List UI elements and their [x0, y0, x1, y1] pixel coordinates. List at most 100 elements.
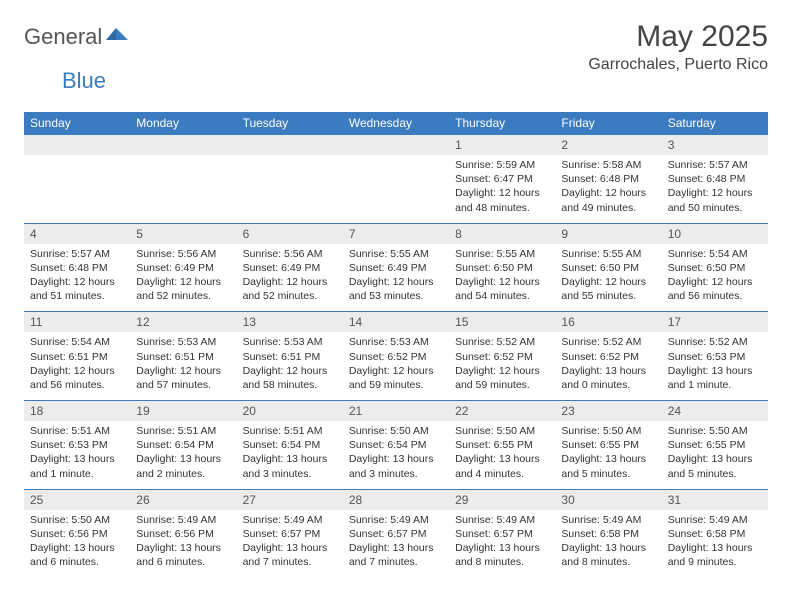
day-data: Sunrise: 5:50 AMSunset: 6:55 PMDaylight:… [555, 421, 661, 489]
day-data: Sunrise: 5:59 AMSunset: 6:47 PMDaylight:… [449, 155, 555, 223]
dow-row: SundayMondayTuesdayWednesdayThursdayFrid… [24, 112, 768, 135]
day-cell [237, 135, 343, 224]
week-row: 18Sunrise: 5:51 AMSunset: 6:53 PMDayligh… [24, 401, 768, 490]
day-cell: 12Sunrise: 5:53 AMSunset: 6:51 PMDayligh… [130, 312, 236, 401]
brand-icon [106, 26, 128, 49]
day-data: Sunrise: 5:53 AMSunset: 6:51 PMDaylight:… [130, 332, 236, 400]
day-number: 8 [449, 224, 555, 244]
day-data: Sunrise: 5:49 AMSunset: 6:57 PMDaylight:… [237, 510, 343, 578]
day-number: 30 [555, 490, 661, 510]
day-cell: 26Sunrise: 5:49 AMSunset: 6:56 PMDayligh… [130, 489, 236, 577]
day-number: 31 [662, 490, 768, 510]
day-cell: 8Sunrise: 5:55 AMSunset: 6:50 PMDaylight… [449, 223, 555, 312]
day-number: 7 [343, 224, 449, 244]
day-data: Sunrise: 5:55 AMSunset: 6:50 PMDaylight:… [555, 244, 661, 312]
day-cell: 31Sunrise: 5:49 AMSunset: 6:58 PMDayligh… [662, 489, 768, 577]
day-data: Sunrise: 5:54 AMSunset: 6:51 PMDaylight:… [24, 332, 130, 400]
day-number: 20 [237, 401, 343, 421]
day-data: Sunrise: 5:54 AMSunset: 6:50 PMDaylight:… [662, 244, 768, 312]
dow-header: Tuesday [237, 112, 343, 135]
day-cell: 23Sunrise: 5:50 AMSunset: 6:55 PMDayligh… [555, 401, 661, 490]
day-data: Sunrise: 5:57 AMSunset: 6:48 PMDaylight:… [24, 244, 130, 312]
day-number: 3 [662, 135, 768, 155]
day-cell: 3Sunrise: 5:57 AMSunset: 6:48 PMDaylight… [662, 135, 768, 224]
day-cell: 25Sunrise: 5:50 AMSunset: 6:56 PMDayligh… [24, 489, 130, 577]
day-cell [343, 135, 449, 224]
empty-daynum [130, 135, 236, 155]
day-number: 11 [24, 312, 130, 332]
dow-header: Sunday [24, 112, 130, 135]
week-row: 25Sunrise: 5:50 AMSunset: 6:56 PMDayligh… [24, 489, 768, 577]
day-cell: 16Sunrise: 5:52 AMSunset: 6:52 PMDayligh… [555, 312, 661, 401]
day-data: Sunrise: 5:49 AMSunset: 6:57 PMDaylight:… [449, 510, 555, 578]
day-cell: 1Sunrise: 5:59 AMSunset: 6:47 PMDaylight… [449, 135, 555, 224]
day-data: Sunrise: 5:51 AMSunset: 6:54 PMDaylight:… [237, 421, 343, 489]
day-number: 22 [449, 401, 555, 421]
dow-header: Friday [555, 112, 661, 135]
day-number: 15 [449, 312, 555, 332]
day-cell: 24Sunrise: 5:50 AMSunset: 6:55 PMDayligh… [662, 401, 768, 490]
day-number: 25 [24, 490, 130, 510]
day-cell: 2Sunrise: 5:58 AMSunset: 6:48 PMDaylight… [555, 135, 661, 224]
day-number: 14 [343, 312, 449, 332]
day-number: 2 [555, 135, 661, 155]
day-data: Sunrise: 5:51 AMSunset: 6:54 PMDaylight:… [130, 421, 236, 489]
empty-daynum [343, 135, 449, 155]
day-data: Sunrise: 5:52 AMSunset: 6:52 PMDaylight:… [555, 332, 661, 400]
day-data: Sunrise: 5:55 AMSunset: 6:50 PMDaylight:… [449, 244, 555, 312]
week-row: 11Sunrise: 5:54 AMSunset: 6:51 PMDayligh… [24, 312, 768, 401]
day-data: Sunrise: 5:49 AMSunset: 6:57 PMDaylight:… [343, 510, 449, 578]
day-data: Sunrise: 5:50 AMSunset: 6:55 PMDaylight:… [449, 421, 555, 489]
day-cell: 17Sunrise: 5:52 AMSunset: 6:53 PMDayligh… [662, 312, 768, 401]
day-number: 6 [237, 224, 343, 244]
dow-header: Monday [130, 112, 236, 135]
dow-header: Thursday [449, 112, 555, 135]
day-number: 27 [237, 490, 343, 510]
day-number: 21 [343, 401, 449, 421]
day-number: 26 [130, 490, 236, 510]
day-cell: 14Sunrise: 5:53 AMSunset: 6:52 PMDayligh… [343, 312, 449, 401]
day-data: Sunrise: 5:50 AMSunset: 6:54 PMDaylight:… [343, 421, 449, 489]
day-data: Sunrise: 5:49 AMSunset: 6:58 PMDaylight:… [662, 510, 768, 578]
day-cell [130, 135, 236, 224]
calendar-table: SundayMondayTuesdayWednesdayThursdayFrid… [24, 112, 768, 577]
brand-logo: General [24, 24, 130, 50]
day-number: 4 [24, 224, 130, 244]
day-cell: 15Sunrise: 5:52 AMSunset: 6:52 PMDayligh… [449, 312, 555, 401]
dow-header: Wednesday [343, 112, 449, 135]
day-number: 13 [237, 312, 343, 332]
day-number: 16 [555, 312, 661, 332]
empty-daynum [237, 135, 343, 155]
day-data: Sunrise: 5:53 AMSunset: 6:52 PMDaylight:… [343, 332, 449, 400]
brand-part1: General [24, 24, 102, 50]
day-number: 19 [130, 401, 236, 421]
day-data: Sunrise: 5:58 AMSunset: 6:48 PMDaylight:… [555, 155, 661, 223]
day-cell: 21Sunrise: 5:50 AMSunset: 6:54 PMDayligh… [343, 401, 449, 490]
day-cell [24, 135, 130, 224]
header: General May 2025 Garrochales, Puerto Ric… [24, 20, 768, 74]
day-cell: 5Sunrise: 5:56 AMSunset: 6:49 PMDaylight… [130, 223, 236, 312]
day-number: 24 [662, 401, 768, 421]
day-data: Sunrise: 5:52 AMSunset: 6:53 PMDaylight:… [662, 332, 768, 400]
day-number: 1 [449, 135, 555, 155]
day-data: Sunrise: 5:52 AMSunset: 6:52 PMDaylight:… [449, 332, 555, 400]
brand-part2: Blue [62, 68, 792, 94]
day-number: 29 [449, 490, 555, 510]
day-number: 9 [555, 224, 661, 244]
day-cell: 19Sunrise: 5:51 AMSunset: 6:54 PMDayligh… [130, 401, 236, 490]
day-cell: 11Sunrise: 5:54 AMSunset: 6:51 PMDayligh… [24, 312, 130, 401]
day-cell: 28Sunrise: 5:49 AMSunset: 6:57 PMDayligh… [343, 489, 449, 577]
day-cell: 7Sunrise: 5:55 AMSunset: 6:49 PMDaylight… [343, 223, 449, 312]
day-number: 23 [555, 401, 661, 421]
day-data: Sunrise: 5:55 AMSunset: 6:49 PMDaylight:… [343, 244, 449, 312]
empty-daynum [24, 135, 130, 155]
day-cell: 20Sunrise: 5:51 AMSunset: 6:54 PMDayligh… [237, 401, 343, 490]
day-number: 18 [24, 401, 130, 421]
day-number: 28 [343, 490, 449, 510]
day-number: 10 [662, 224, 768, 244]
day-data: Sunrise: 5:49 AMSunset: 6:58 PMDaylight:… [555, 510, 661, 578]
month-title: May 2025 [588, 20, 768, 54]
calendar-body: 1Sunrise: 5:59 AMSunset: 6:47 PMDaylight… [24, 135, 768, 578]
day-data: Sunrise: 5:57 AMSunset: 6:48 PMDaylight:… [662, 155, 768, 223]
week-row: 4Sunrise: 5:57 AMSunset: 6:48 PMDaylight… [24, 223, 768, 312]
